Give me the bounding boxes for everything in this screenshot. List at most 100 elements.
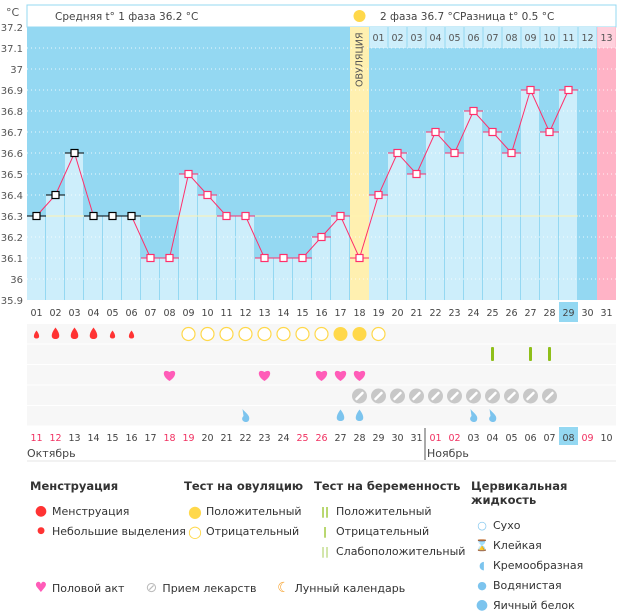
creamy-icon: ◖ [479, 558, 485, 572]
heart-icon [334, 370, 347, 381]
post-ovulation-day: 12 [581, 33, 593, 44]
legend-label: Положительный [206, 504, 302, 518]
temperature-point [241, 211, 250, 221]
cycle-day-label: 05 [106, 308, 118, 319]
cycle-day-label: 24 [467, 308, 479, 319]
post-ovulation-day: 01 [372, 33, 384, 44]
heart-icon: ♥ [34, 580, 48, 596]
calendar-date: 02 [448, 433, 460, 444]
post-ovulation-day: 03 [410, 33, 422, 44]
heart-icon [353, 370, 366, 381]
legend-title: Цервикальная жидкость [471, 479, 568, 507]
spotting-icon [109, 330, 116, 339]
post-ovulation-cell [445, 27, 464, 48]
temperature-point [260, 253, 269, 263]
phase1-average: Средняя t° 1 фаза 36.2 °C [55, 11, 198, 23]
cycle-day-label: 28 [543, 308, 555, 319]
ovulation-negative-icon [219, 326, 234, 342]
temperature-point [488, 127, 497, 137]
calendar-date: 30 [391, 433, 403, 444]
temperature-point [184, 169, 193, 179]
temperature-point [89, 211, 98, 221]
calendar-date: 29 [372, 433, 384, 444]
ovulation-negative-icon [371, 326, 386, 342]
post-ovulation-day: 11 [562, 33, 574, 44]
post-ovulation-day: 05 [448, 33, 460, 44]
legend-other: ♥ Половой акт ⊘ Прием лекарств ☾ Лунный кал… [30, 578, 405, 598]
spotting-icon [33, 330, 40, 339]
post-ovulation-cell [597, 27, 616, 48]
watery-icon [336, 409, 345, 421]
menstruation-icon [89, 327, 98, 339]
creamy-icon [470, 409, 478, 423]
calendar-date: 24 [277, 433, 289, 444]
calendar-date: 08 [562, 433, 574, 444]
sticky-icon: ⌛ [475, 538, 489, 552]
temperature-point [146, 253, 155, 263]
test-positive-icon: || [320, 504, 330, 518]
calendar-date: 27 [334, 433, 346, 444]
y-tick-label: 36.5 [1, 170, 23, 181]
temperature-point [70, 148, 79, 158]
cycle-day-label: 29 [562, 308, 574, 319]
legend-label: Менструация [52, 504, 130, 518]
temperature-bar [217, 216, 235, 300]
temperature-point [165, 253, 174, 263]
temperature-point [355, 253, 364, 263]
pregnancy-negative-icon [529, 347, 532, 361]
temperature-bar [312, 237, 330, 300]
temperature-bar [160, 258, 178, 300]
temperature-bar [293, 258, 311, 300]
legend-title: Тест на овуляцию [184, 479, 304, 493]
heart-icon [163, 370, 176, 381]
pill-icon-stroke [545, 391, 554, 401]
post-ovulation-cell [426, 27, 445, 48]
pill-icon-stroke [507, 391, 516, 401]
temperature-point [51, 190, 60, 200]
post-ovulation-day: 02 [391, 33, 403, 44]
creamy-icon [489, 409, 497, 423]
temperature-point [450, 148, 459, 158]
unit-label: °C [6, 6, 20, 19]
temperature-point [317, 232, 326, 242]
post-ovulation-cell [502, 27, 521, 48]
calendar-date: 03 [467, 433, 479, 444]
calendar-date: 14 [87, 433, 99, 444]
post-ovulation-day: 10 [543, 33, 555, 44]
temperature-bar [198, 195, 216, 300]
temperature-point [279, 253, 288, 263]
y-tick-label: 36.6 [1, 149, 23, 160]
ovulation-positive-icon [352, 327, 367, 341]
temperature-point [545, 127, 554, 137]
y-tick-label: 36.7 [1, 128, 23, 139]
calendar-date: 07 [543, 433, 555, 444]
temperature-bar [84, 216, 102, 300]
post-ovulation-day: 13 [600, 33, 612, 44]
calendar-date: 16 [125, 433, 137, 444]
calendar-date: 22 [239, 433, 251, 444]
legend-title: Менструация [30, 479, 119, 493]
temperature-bar [388, 153, 406, 300]
y-tick-label: 36.9 [1, 86, 23, 97]
legend-title: Тест на беременность [314, 479, 461, 493]
pill-icon-stroke [450, 391, 459, 401]
moon-icon: ☾ [277, 580, 290, 596]
calendar-date: 19 [182, 433, 194, 444]
cycle-day-label: 06 [125, 308, 137, 319]
post-ovulation-day: 08 [505, 33, 517, 44]
legend-label: Небольшие выделения [52, 524, 186, 538]
temperature-bar [521, 90, 539, 300]
ovulation-sun-icon [353, 10, 366, 22]
next-period-column [597, 27, 616, 300]
cycle-day-label: 25 [486, 308, 498, 319]
temperature-bar [46, 195, 64, 300]
cycle-day-label: 23 [448, 308, 460, 319]
temperature-point [374, 190, 383, 200]
ovulation-negative-icon [276, 326, 291, 342]
pill-icon-stroke [412, 391, 421, 401]
test-negative-icon: | [322, 524, 328, 538]
y-tick-label: 36 [10, 275, 23, 286]
watery-icon: ● [477, 578, 487, 592]
post-ovulation-cell [388, 27, 407, 48]
cycle-day-label: 13 [258, 308, 270, 319]
